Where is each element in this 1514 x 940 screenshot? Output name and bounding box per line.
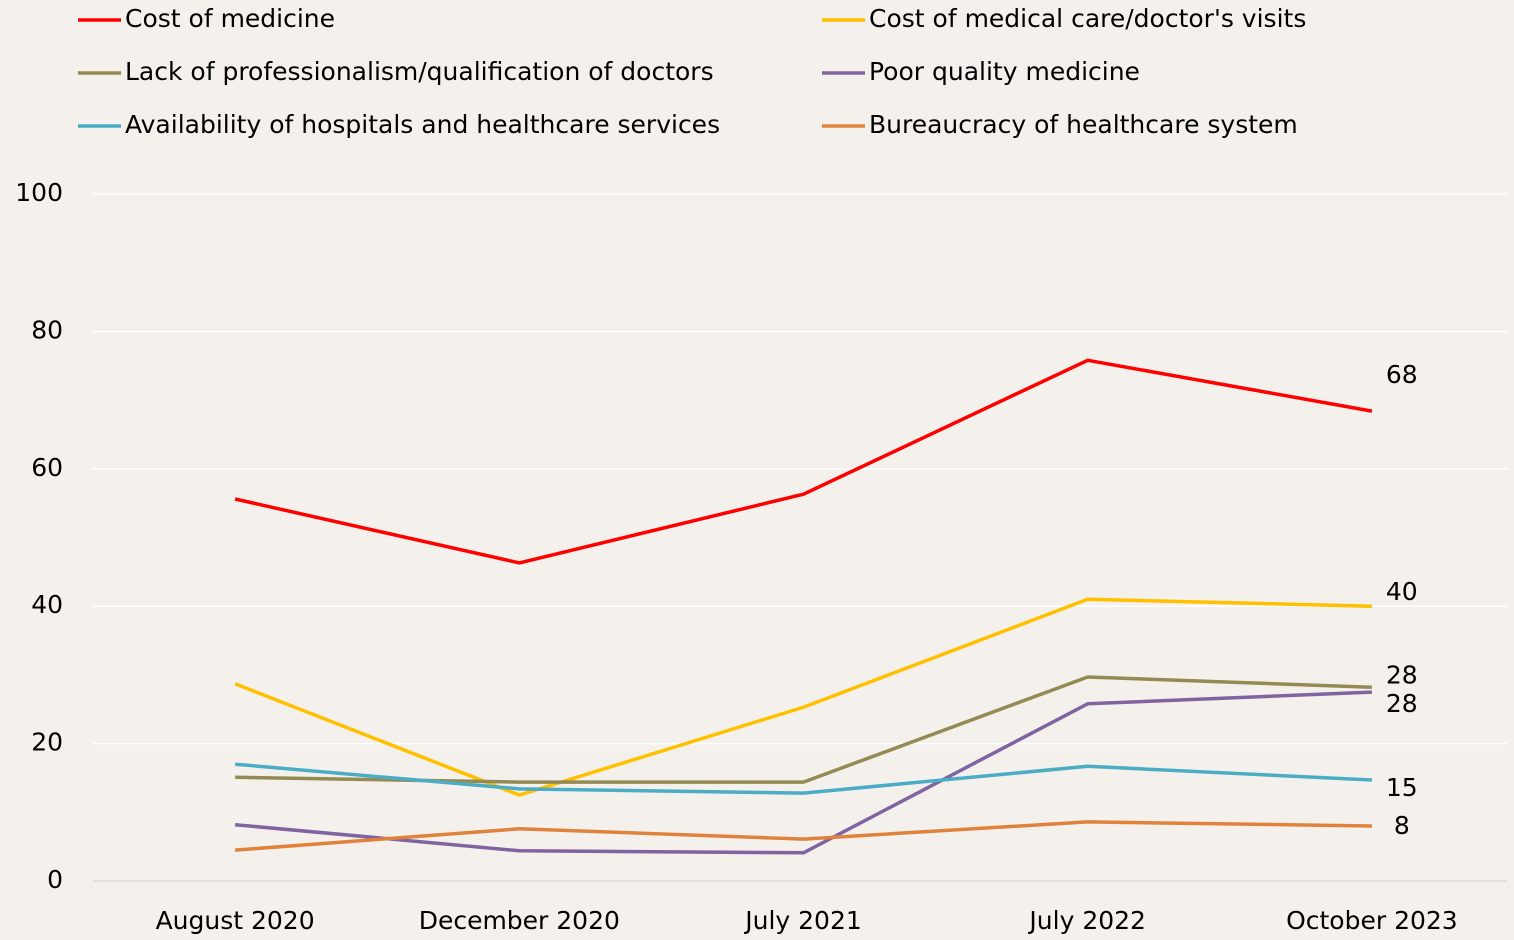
series-line — [234, 762, 1372, 795]
y-tick-label: 100 — [15, 178, 63, 207]
data-label: 15 — [1386, 773, 1418, 802]
legend-label: Availability of hospitals and healthcare… — [125, 110, 720, 139]
x-tick-label: August 2020 — [156, 906, 315, 935]
series-line — [234, 820, 1372, 852]
data-label: 40 — [1386, 577, 1418, 606]
legend-label: Poor quality medicine — [869, 57, 1140, 86]
data-label: 28 — [1386, 660, 1418, 689]
x-tick-label: December 2020 — [419, 906, 620, 935]
y-tick-label: 0 — [47, 865, 63, 894]
x-tick-label: July 2022 — [1027, 906, 1146, 935]
series-line — [234, 358, 1373, 565]
y-tick-label: 40 — [31, 590, 63, 619]
series-line — [234, 690, 1372, 855]
x-tick-label: October 2023 — [1286, 906, 1458, 935]
data-label: 28 — [1386, 689, 1418, 718]
x-tick-label: July 2021 — [743, 906, 862, 935]
y-tick-label: 80 — [31, 315, 63, 344]
legend-label: Lack of professionalism/qualification of… — [125, 57, 714, 86]
series-line — [235, 675, 1372, 784]
legend-label: Cost of medicine — [125, 4, 335, 33]
y-tick-label: 60 — [31, 453, 63, 482]
legend-label: Bureaucracy of healthcare system — [869, 110, 1298, 139]
y-tick-label: 20 — [31, 728, 63, 757]
legend-label: Cost of medical care/doctor's visits — [869, 4, 1306, 33]
data-label: 8 — [1394, 811, 1410, 840]
series-line — [234, 597, 1372, 797]
data-label: 68 — [1386, 360, 1418, 389]
